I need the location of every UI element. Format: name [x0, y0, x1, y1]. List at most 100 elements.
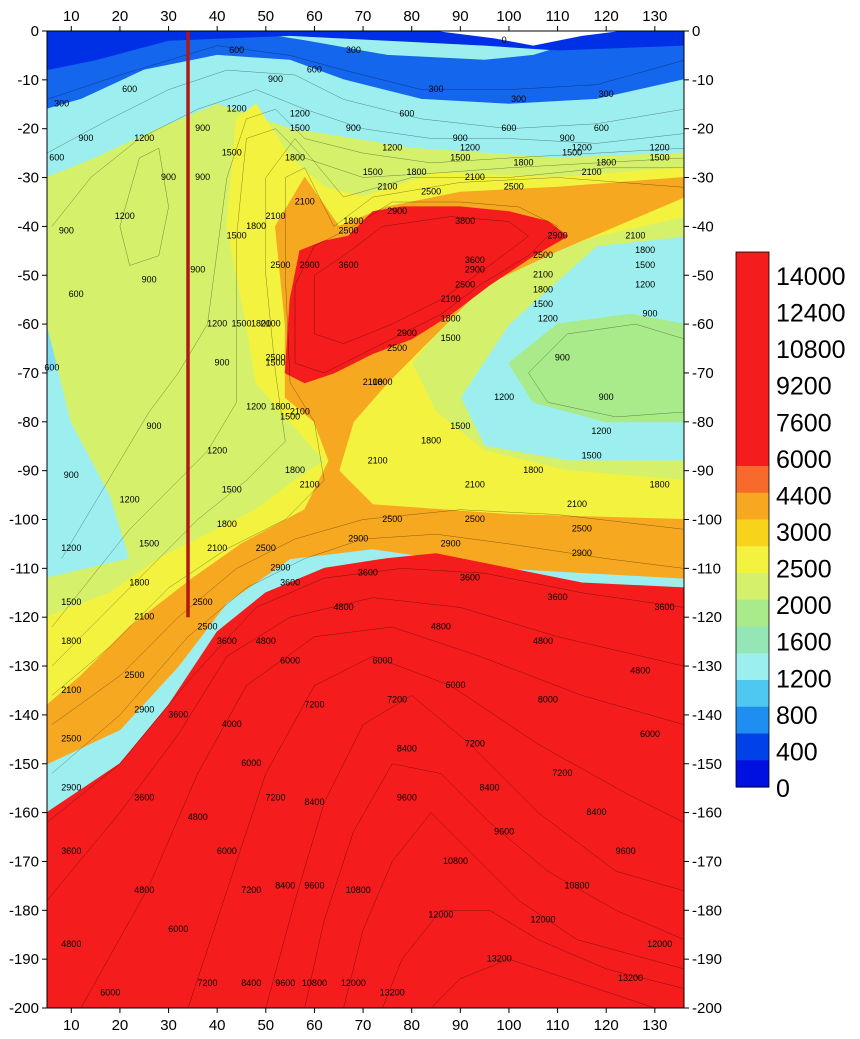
contour-label: 4800: [630, 665, 650, 675]
contour-label: 2100: [295, 196, 315, 206]
contour-label: 2900: [397, 328, 417, 338]
contour-label: 300: [54, 99, 69, 109]
contour-label: 1500: [231, 318, 251, 328]
contour-label: 3600: [280, 577, 300, 587]
contour-line-2500: [51, 509, 684, 725]
contour-label: 600: [49, 152, 64, 162]
y-tick-label-right: -200: [692, 1000, 722, 1017]
contour-label: 2500: [572, 524, 592, 534]
fill-region-red-deep: [47, 553, 684, 1008]
contour-label: 1500: [227, 231, 247, 241]
contour-label: 1500: [290, 123, 310, 133]
y-tick-label-right: -90: [692, 463, 714, 480]
y-tick-label-left: 0: [31, 23, 39, 40]
contour-label: 600: [307, 64, 322, 74]
contour-label: 12000: [341, 978, 366, 988]
contour-label: 600: [229, 45, 244, 55]
contour-label: 2500: [533, 250, 553, 260]
y-tick-label-right: -70: [692, 365, 714, 382]
contour-line-3600: [314, 216, 529, 344]
contour-label: 1800: [217, 519, 237, 529]
fill-region-top-notch: [436, 31, 621, 46]
y-tick-label-right: -40: [692, 218, 714, 235]
contour-label: 2900: [441, 538, 461, 548]
contour-label: 2100: [266, 211, 286, 221]
contour-label: 2900: [572, 548, 592, 558]
contour-label: 1500: [450, 421, 470, 431]
fill-region-east-cyan-pocket: [508, 313, 684, 423]
y-tick-label-left: -100: [9, 512, 39, 529]
contour-label: 1800: [270, 402, 290, 412]
colorbar-label: 400: [776, 738, 818, 766]
colorbar-label: 2000: [776, 592, 832, 620]
contour-label: 1800: [285, 152, 305, 162]
x-tick-label-bottom: 40: [209, 1017, 226, 1034]
contour-label: 1500: [222, 485, 242, 495]
contour-label: 1200: [591, 426, 611, 436]
contour-label: 2500: [338, 226, 358, 236]
y-axis-right: 0 -10 -20 -30 -40 -50 -60 -70 -80 -90 -100 -110 -120…: [684, 23, 722, 1017]
colorbar-label: 7600: [776, 409, 832, 437]
contour-label: 2500: [193, 597, 213, 607]
contour-label: 2100: [533, 270, 553, 280]
y-tick-label-left: -140: [9, 707, 39, 724]
contour-line-8400: [265, 695, 684, 1008]
contour-label: 8400: [586, 807, 606, 817]
x-tick-label-top: 30: [160, 8, 177, 25]
contour-label: 12000: [428, 910, 453, 920]
contour-label: 7200: [266, 792, 286, 802]
contour-label: 1800: [373, 377, 393, 387]
y-tick-label-right: -160: [692, 805, 722, 822]
contour-label: 1200: [134, 133, 154, 143]
contour-label: 1500: [650, 152, 670, 162]
y-tick-label-right: 0: [692, 23, 700, 40]
contour-label: 900: [268, 74, 283, 84]
contour-label: 300: [346, 45, 361, 55]
contour-line-9600: [304, 763, 684, 1008]
contour-label: 2100: [582, 167, 602, 177]
contour-line-2900: [294, 201, 559, 374]
x-tick-label-bottom: 20: [112, 1017, 129, 1034]
contour-label: 1500: [441, 333, 461, 343]
contour-label: 1500: [635, 260, 655, 270]
y-tick-label-left: -70: [17, 365, 39, 382]
contour-label: 1800: [514, 157, 534, 167]
y-tick-label-right: -50: [692, 267, 714, 284]
colorbar-segment: [736, 332, 769, 360]
contour-label: 1800: [251, 318, 271, 328]
contour-label: 9600: [275, 978, 295, 988]
contour-label: 13200: [618, 973, 643, 983]
contour-line-13200: [430, 958, 655, 1008]
y-tick-label-left: -20: [17, 121, 39, 138]
contour-line-2100: [51, 167, 684, 696]
contour-label: 7200: [241, 885, 261, 895]
contour-line-1800: [51, 138, 684, 667]
contour-label: 1800: [596, 157, 616, 167]
contour-label: 1200: [650, 143, 670, 153]
contour-label: 1800: [285, 465, 305, 475]
contour-label: 1800: [635, 245, 655, 255]
contour-label: 9600: [397, 792, 417, 802]
colorbar-segment: [736, 626, 769, 654]
y-tick-label-left: -60: [17, 316, 39, 333]
y-tick-label-left: -200: [9, 1000, 39, 1017]
contour-label: 7200: [197, 978, 217, 988]
contour-label: 3600: [655, 602, 675, 612]
contour-label: 1500: [363, 167, 383, 177]
contour-label: 8400: [304, 797, 324, 807]
contour-label: 600: [501, 123, 516, 133]
contour-label: 1500: [222, 148, 242, 158]
contour-label: 2500: [266, 353, 286, 363]
contour-label: 2100: [567, 499, 587, 509]
contour-label: 1800: [441, 314, 461, 324]
contour-label: 7200: [552, 768, 572, 778]
contour-label: 2100: [625, 231, 645, 241]
colorbar: 14000 12400 10800 9200 7600 6000 4400 3000 2500 2…: [735, 251, 846, 803]
contour-label: 2900: [300, 260, 320, 270]
contour-label: 10800: [302, 978, 327, 988]
contour-label: 1800: [343, 216, 363, 226]
contour-label: 300: [428, 84, 443, 94]
colorbar-segment: [736, 519, 769, 547]
contour-label: 3600: [134, 792, 154, 802]
contour-label: 1200: [120, 494, 140, 504]
